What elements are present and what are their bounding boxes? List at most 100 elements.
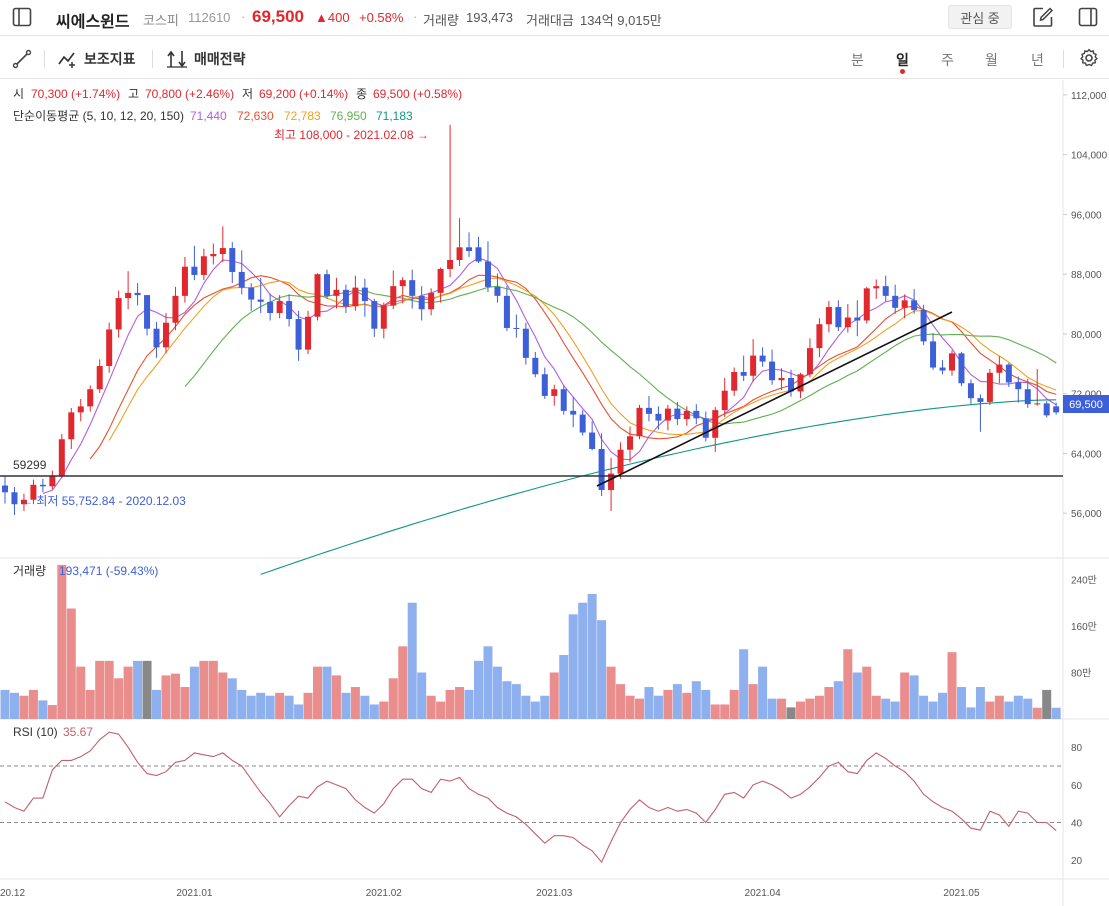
candle-body <box>551 389 558 396</box>
volume-bar <box>1042 689 1052 719</box>
period-month-tab[interactable]: 월 <box>985 52 998 68</box>
volume-bar <box>663 689 673 719</box>
time-tick-label: 20.12 <box>0 888 25 899</box>
volume-bar <box>549 672 559 719</box>
candle-body <box>115 298 122 330</box>
candle-body <box>418 295 425 310</box>
candle-body <box>778 378 785 381</box>
candle-body <box>1005 364 1012 383</box>
volume-bar <box>445 689 455 719</box>
volume-bar <box>483 646 493 719</box>
edit-icon[interactable] <box>1032 6 1054 28</box>
panel-toggle-icon[interactable] <box>1078 7 1098 27</box>
candle-body <box>560 389 567 411</box>
volume-bar <box>180 687 190 719</box>
trend-line[interactable] <box>596 311 953 487</box>
drawing-tool-icon[interactable] <box>12 49 32 69</box>
volume-bar <box>985 701 995 719</box>
volume-bar <box>814 695 824 719</box>
indicator-button[interactable]: 보조지표 <box>58 48 136 70</box>
volume-bar <box>511 684 521 719</box>
candle-body <box>2 485 8 493</box>
candle-body <box>683 410 690 420</box>
candle-body <box>39 484 46 487</box>
volume-bar <box>417 672 427 719</box>
volume-label: 거래량 <box>423 13 459 28</box>
period-day-tab[interactable]: 일 <box>896 52 909 68</box>
candle-body <box>854 317 861 321</box>
candle-body <box>106 329 113 367</box>
volume-bar <box>189 666 199 719</box>
candle-body <box>892 295 899 308</box>
ma12-line <box>108 277 1057 441</box>
volume-bar <box>701 689 711 719</box>
candle-body <box>238 271 245 288</box>
chart-area[interactable]: 112,000104,00096,00088,00080,00072,00064… <box>0 80 1109 906</box>
volume-bar <box>720 704 730 719</box>
current-price-tag-text: 69,500 <box>1069 399 1103 411</box>
candle-body <box>409 280 416 296</box>
volume-bar <box>426 695 436 719</box>
volume-bar <box>729 689 739 719</box>
price-tick-label: 80,000 <box>1071 330 1102 341</box>
volume-bar <box>956 687 966 719</box>
volume-bar <box>275 692 285 719</box>
price-axis: 112,000104,00096,00088,00080,00072,00064… <box>1063 91 1108 520</box>
candle-body <box>399 280 406 287</box>
candle-body <box>825 307 832 325</box>
volume-bar <box>133 660 143 719</box>
volume-bar <box>436 701 446 719</box>
period-minute-tab[interactable]: 분 <box>851 52 864 68</box>
candle-body <box>229 248 236 272</box>
volume-bar <box>502 681 512 719</box>
candle-body <box>191 266 198 275</box>
candle-body <box>513 327 520 329</box>
period-week-tab[interactable]: 주 <box>941 52 954 68</box>
ma5-line <box>42 257 1057 495</box>
candle-body <box>248 287 255 300</box>
volume-bar <box>0 689 10 719</box>
candle-body <box>1053 406 1060 413</box>
candle-body <box>617 449 624 474</box>
stock-chart[interactable]: 112,000104,00096,00088,00080,00072,00064… <box>0 80 1109 906</box>
candle-body <box>181 266 188 296</box>
candle-body <box>380 305 387 329</box>
volume-bar <box>152 689 162 719</box>
current-price: 69,500 <box>252 7 304 26</box>
volume-tick-label: 160만 <box>1071 621 1097 633</box>
sidebar-toggle-icon[interactable] <box>12 7 32 27</box>
candle-body <box>721 390 728 411</box>
time-tick-label: 2021.01 <box>176 888 213 899</box>
volume-bar <box>919 695 929 719</box>
volume-bar <box>407 602 417 719</box>
candle-body <box>503 295 510 328</box>
volume-bar <box>587 593 597 719</box>
candle-body <box>655 413 662 421</box>
gear-icon[interactable] <box>1079 48 1099 68</box>
candle-body <box>333 289 340 296</box>
volume-bar <box>246 695 256 719</box>
volume-bar <box>350 687 360 719</box>
volume-bar <box>530 701 540 719</box>
volume-bar <box>795 701 805 719</box>
toolbar-divider <box>152 50 153 68</box>
support-line-label: 59299 <box>13 458 47 472</box>
separator-dot: · <box>241 9 246 24</box>
period-year-tab[interactable]: 년 <box>1031 52 1044 68</box>
candle-body <box>49 475 56 487</box>
volume-bar <box>294 704 304 719</box>
price-tick-label: 104,000 <box>1071 151 1108 162</box>
volume-bar <box>85 689 95 719</box>
volume-bar <box>398 646 408 719</box>
volume-bar <box>341 692 351 719</box>
volume-bar <box>852 672 862 719</box>
candle-body <box>1043 403 1050 416</box>
watchlist-button[interactable]: 관심 중 <box>948 5 1012 29</box>
candle-body <box>911 300 918 311</box>
strategy-button[interactable]: 매매전략 <box>166 48 246 70</box>
volume-bar <box>871 695 881 719</box>
volume-bar <box>114 678 124 719</box>
stock-name[interactable]: 씨에스윈드 <box>56 14 130 31</box>
candle-body <box>162 322 169 348</box>
volume-bar <box>331 675 341 719</box>
